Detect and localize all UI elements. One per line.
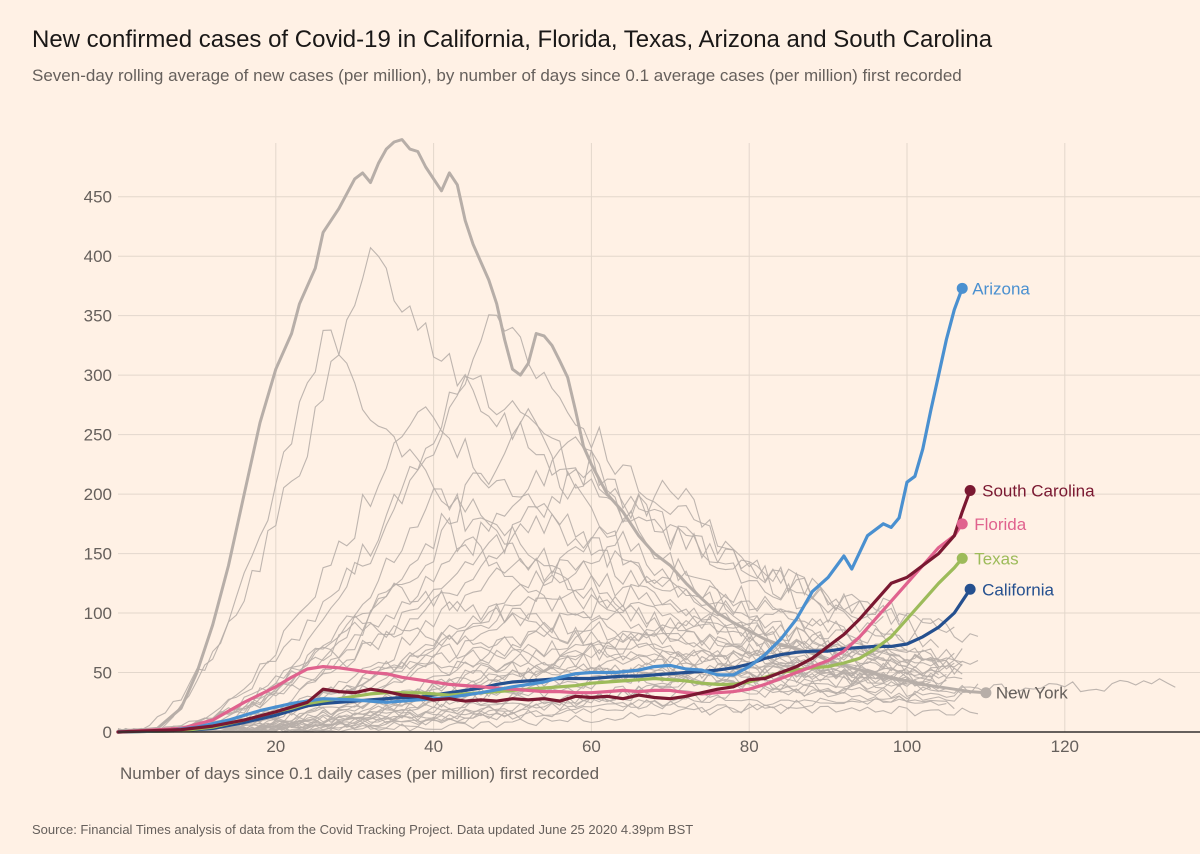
series-end-dot-south-carolina xyxy=(964,485,976,497)
other-state-line xyxy=(118,512,884,733)
series-label-florida: Florida xyxy=(974,515,1027,534)
other-states-lines xyxy=(117,246,1176,733)
series-end-labels: New York California Texas Florida Arizona Sou… xyxy=(956,279,1095,703)
other-state-line xyxy=(117,607,955,733)
x-tick-label: 100 xyxy=(893,737,921,756)
series-line-california xyxy=(116,587,972,734)
other-state-line xyxy=(117,374,979,733)
chart-title: New confirmed cases of Covid-19 in Calif… xyxy=(32,26,993,53)
series-end-dot-new-york xyxy=(980,687,992,699)
x-tick-label: 80 xyxy=(740,737,759,756)
other-state-line xyxy=(117,406,908,733)
series-end-dot-california xyxy=(964,583,976,595)
other-state-line xyxy=(117,246,900,733)
source-note: Source: Financial Times analysis of data… xyxy=(32,822,694,837)
other-state-line xyxy=(117,436,955,732)
x-tick-label: 20 xyxy=(266,737,285,756)
y-tick-label: 400 xyxy=(84,247,112,266)
x-tick-label: 60 xyxy=(582,737,601,756)
series-line-south-carolina xyxy=(116,488,972,734)
y-tick-label: 350 xyxy=(84,307,112,326)
chart-subtitle: Seven-day rolling average of new cases (… xyxy=(32,66,962,85)
other-state-line xyxy=(117,670,947,733)
other-state-line xyxy=(118,689,955,733)
y-tick-label: 250 xyxy=(84,426,112,445)
highlighted-state-lines xyxy=(116,138,988,734)
series-end-dot-arizona xyxy=(956,282,968,294)
x-axis-title: Number of days since 0.1 daily cases (pe… xyxy=(120,764,599,783)
y-tick-label: 450 xyxy=(84,188,112,207)
series-label-texas: Texas xyxy=(974,549,1018,568)
y-tick-label: 300 xyxy=(84,366,112,385)
x-tick-label: 40 xyxy=(424,737,443,756)
other-state-line xyxy=(117,678,1176,733)
grid-lines xyxy=(118,143,1200,732)
series-end-dot-texas xyxy=(956,552,968,564)
series-label-california: California xyxy=(982,580,1054,599)
series-label-new-york: New York xyxy=(996,684,1068,703)
y-tick-label: 0 xyxy=(103,723,112,742)
axes: 0 50 100 150 200 250 300 350 400 450 20 40 60 80 100 12… xyxy=(84,188,1200,756)
y-tick-label: 50 xyxy=(93,664,112,683)
other-state-line xyxy=(117,666,940,733)
y-tick-label: 200 xyxy=(84,485,112,504)
y-tick-label: 150 xyxy=(84,545,112,564)
series-label-south-carolina: South Carolina xyxy=(982,482,1095,501)
other-state-line xyxy=(118,314,955,733)
series-line-florida xyxy=(116,522,964,734)
series-line-texas xyxy=(116,556,964,734)
x-tick-label: 120 xyxy=(1051,737,1079,756)
series-end-dot-florida xyxy=(956,518,968,530)
series-label-arizona: Arizona xyxy=(972,279,1030,298)
y-tick-label: 100 xyxy=(84,604,112,623)
series-line-arizona xyxy=(116,286,964,734)
